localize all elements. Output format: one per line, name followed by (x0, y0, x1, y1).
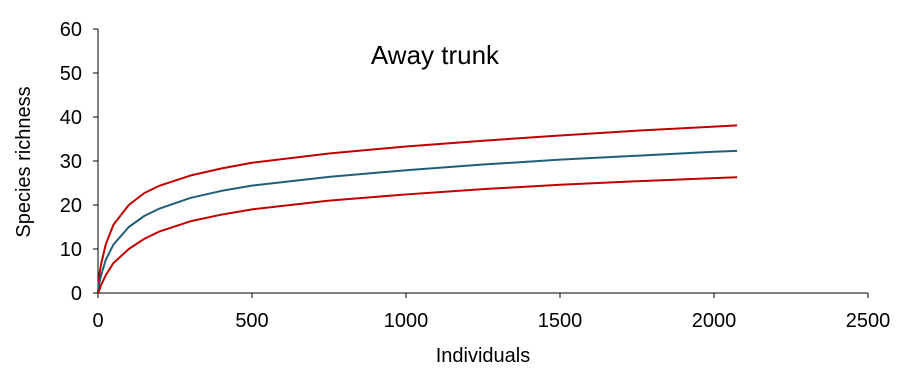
x-ticks: 0 500 1000 1500 2000 2500 (92, 293, 890, 332)
y-ticks: 0 10 20 30 40 50 60 (60, 19, 98, 305)
x-axis-title: Individuals (436, 345, 531, 367)
x-tick-label: 2500 (846, 310, 891, 332)
y-tick-label: 50 (60, 63, 82, 85)
y-tick-label: 40 (60, 107, 82, 129)
x-tick-label: 2000 (692, 310, 737, 332)
y-axis-title: Species richness (13, 86, 35, 237)
lower-bound-line (97, 176, 738, 294)
upper-bound-line (97, 124, 738, 294)
y-tick-label: 0 (71, 283, 82, 305)
x-tick-label: 1500 (538, 310, 583, 332)
chart-title: Away trunk (371, 40, 500, 70)
x-tick-label: 500 (235, 310, 268, 332)
x-tick-label: 0 (92, 310, 103, 332)
y-tick-label: 30 (60, 151, 82, 173)
y-tick-label: 10 (60, 239, 82, 261)
axes: 0 10 20 30 40 50 60 0 500 1000 1500 2000 2500 (60, 19, 891, 332)
series-group (97, 124, 738, 294)
mean-line (97, 149, 738, 294)
x-tick-label: 1000 (384, 310, 429, 332)
y-tick-label: 20 (60, 195, 82, 217)
y-tick-label: 60 (60, 19, 82, 41)
